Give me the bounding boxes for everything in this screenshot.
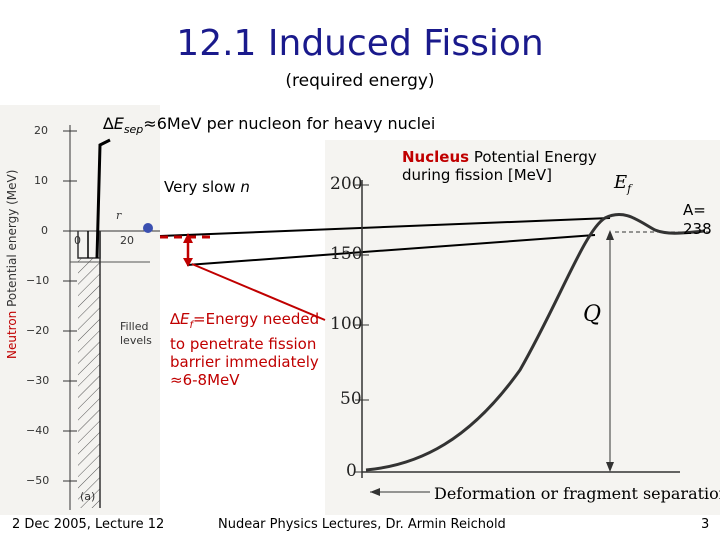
left-axes — [63, 125, 160, 510]
q-label: Q — [583, 302, 602, 327]
x-axis-label: Deformation or fragment separation — [434, 484, 720, 503]
left-y-tick: −30 — [26, 374, 50, 387]
esep-pointer-line — [95, 138, 111, 259]
left-y-tick: 0 — [41, 224, 48, 237]
r-label: r — [116, 209, 122, 222]
mass-number-label: A= 238 — [683, 201, 712, 238]
left-y-tick: −40 — [26, 424, 50, 437]
right-y-tick: 100 — [330, 314, 363, 334]
filled-levels-label: Filled levels — [120, 320, 152, 347]
fission-potential-curve — [365, 213, 706, 472]
left-y-tick: −20 — [26, 324, 50, 337]
ef-pointer-line — [191, 263, 326, 321]
footer-date: 2 Dec 2005, Lecture 12 — [12, 517, 165, 532]
ef-arrow-up — [183, 233, 193, 243]
connector-line-bottom — [186, 234, 596, 266]
panel-label: (a) — [80, 490, 96, 503]
left-y-tick: 20 — [34, 124, 48, 137]
potential-well — [77, 231, 101, 508]
left-x-tick: 0 — [74, 234, 81, 247]
right-y-tick: 0 — [346, 461, 357, 481]
left-x-tick: 20 — [120, 234, 134, 247]
right-axes — [355, 180, 712, 496]
ef-arrow-down — [183, 258, 193, 267]
ef-annotation: ∆Ef=Energy needed to penetrate fission bar… — [170, 310, 320, 389]
slide-subtitle: (required energy) — [285, 71, 435, 91]
ef-symbol: Ef — [614, 172, 632, 196]
right-y-tick: 150 — [330, 244, 363, 264]
fission-potential-figure — [325, 140, 720, 515]
connector-line-top — [159, 217, 611, 237]
left-y-tick: −50 — [26, 474, 50, 487]
slide-title: 12.1 Induced Fission — [176, 23, 544, 64]
left-y-tick: −10 — [26, 274, 50, 287]
footer-course: Nudear Physics Lectures, Dr. Armin Reich… — [218, 517, 506, 532]
page-number: 3 — [701, 517, 710, 532]
right-y-tick: 200 — [330, 174, 363, 194]
nucleus-potential-label: Nucleus Potential Energy during fission [… — [402, 148, 597, 184]
left-y-axis-title: Neutron Potential energy (MeV) — [5, 169, 19, 359]
right-y-tick: 50 — [340, 389, 362, 409]
left-y-tick: 10 — [34, 174, 48, 187]
neutron-dot — [143, 223, 153, 233]
very-slow-neutron-label: Very slow n — [164, 178, 250, 196]
esep-annotation: ∆Esep≈6MeV per nucleon for heavy nuclei — [103, 114, 436, 137]
